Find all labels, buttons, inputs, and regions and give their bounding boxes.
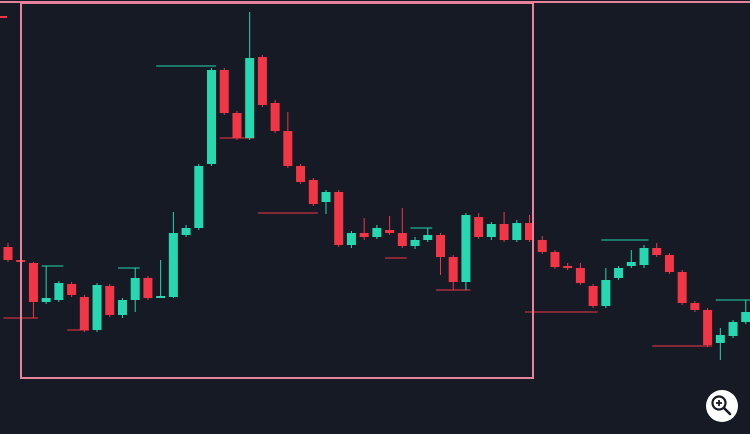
candle-body	[512, 223, 522, 240]
candle-body	[614, 268, 624, 278]
candle-body	[588, 286, 598, 306]
candle-body	[677, 272, 687, 303]
candle-body	[194, 166, 204, 228]
candle-body	[410, 240, 420, 246]
zoom-lens	[711, 395, 727, 411]
candle-body	[385, 230, 395, 233]
candle-body	[728, 322, 738, 336]
candle-body	[741, 312, 750, 322]
candle-body	[308, 180, 318, 204]
candle-body	[435, 235, 445, 257]
candle-body	[54, 283, 64, 300]
candle-body	[525, 223, 535, 240]
candle-body	[168, 233, 178, 297]
candle-body	[207, 70, 217, 164]
zoom-button[interactable]	[706, 390, 738, 422]
candle-body	[270, 103, 280, 131]
candle-body	[130, 278, 140, 300]
candle-body	[232, 113, 242, 138]
candle-body	[79, 297, 89, 330]
zoom-button-bg[interactable]	[706, 390, 738, 422]
candle-body	[537, 240, 547, 252]
candle-body	[423, 235, 433, 240]
candle-body	[474, 217, 484, 237]
candle-body	[639, 248, 649, 265]
candle-body	[601, 280, 611, 306]
candle-body	[41, 298, 51, 302]
candle-body	[346, 233, 356, 245]
candle-body	[105, 286, 115, 315]
candle-body	[296, 166, 306, 182]
candle-body	[181, 228, 191, 235]
candle-body	[575, 268, 585, 283]
candle-body	[652, 248, 662, 255]
candle-body	[92, 285, 102, 330]
candle-body	[664, 255, 674, 272]
candle-body	[550, 252, 560, 267]
candle-body	[3, 247, 13, 260]
candle-body	[334, 192, 344, 245]
candle-body	[690, 303, 700, 310]
candle-body	[283, 131, 293, 166]
candle-body	[372, 228, 382, 237]
candle-body	[626, 262, 636, 266]
candle-body	[499, 224, 509, 240]
selection-box	[20, 2, 534, 379]
candle-body	[219, 70, 229, 113]
candle-body	[156, 296, 166, 298]
candle-body	[461, 215, 471, 282]
candle-body	[486, 224, 496, 237]
candle-body	[143, 278, 153, 298]
candle-body	[67, 284, 77, 295]
candle-body	[715, 335, 725, 343]
candle-body	[448, 257, 458, 282]
candle-body	[703, 310, 713, 345]
candle-body	[359, 233, 369, 237]
candle-body	[28, 263, 38, 302]
marks	[3, 12, 750, 360]
candle-body	[245, 58, 255, 138]
zoom-handle	[722, 406, 732, 416]
candle-body	[321, 192, 331, 202]
candle-body	[257, 57, 267, 105]
candle-body	[563, 266, 573, 268]
candle-body	[397, 233, 407, 246]
candle-body	[117, 300, 127, 315]
